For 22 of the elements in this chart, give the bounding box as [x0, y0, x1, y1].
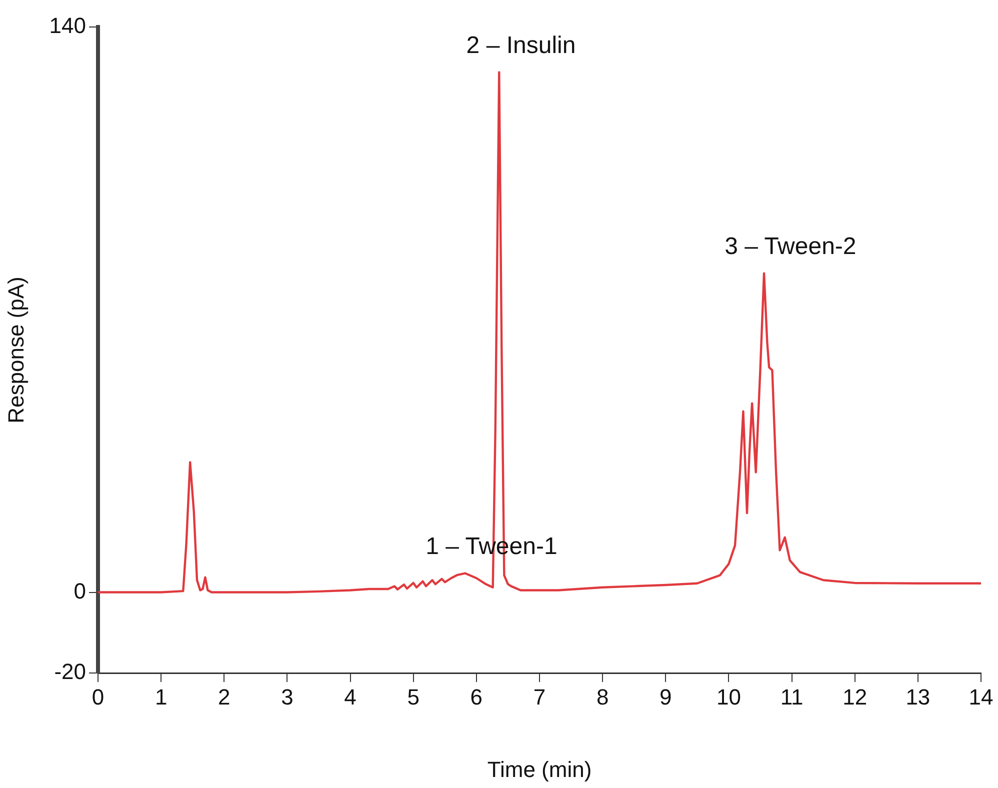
y-axis-title: Response (pA): [3, 276, 28, 424]
x-tick-label: 14: [968, 684, 994, 710]
x-tick-label: 9: [660, 684, 672, 710]
x-tick-label: 6: [470, 684, 483, 710]
x-tick-label: 7: [533, 684, 546, 710]
x-tick-label: 11: [780, 684, 804, 710]
x-tick-label: 2: [218, 684, 230, 710]
x-tick-label: 4: [344, 684, 356, 710]
x-tick-label: 3: [281, 684, 294, 710]
annotation: 3 – Tween-2: [724, 232, 856, 260]
y-tick-label: 0: [74, 578, 86, 604]
x-tick-label: 5: [407, 684, 420, 710]
x-tick-label: 0: [92, 684, 104, 710]
x-tick-label: 13: [906, 684, 930, 710]
x-tick-label: 10: [716, 684, 741, 710]
x-tick-label: 12: [842, 684, 868, 710]
x-tick-label: 8: [596, 684, 609, 710]
y-tick-label: -20: [54, 659, 86, 684]
annotation: 2 – Insulin: [466, 32, 576, 59]
y-tick-label: 140: [49, 13, 86, 38]
x-tick-label: 1: [154, 684, 168, 710]
x-axis-title: Time (min): [487, 756, 592, 782]
